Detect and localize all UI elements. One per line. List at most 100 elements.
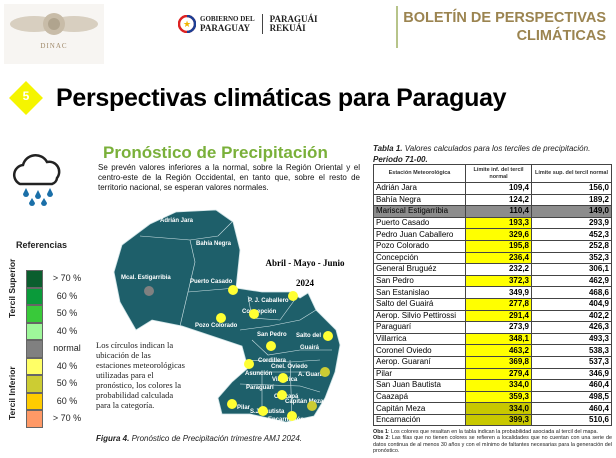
bulletin-title: BOLETÍN DE PERSPECTIVAS CLIMÁTICAS: [403, 10, 606, 44]
table-cell: 468,6: [531, 286, 612, 299]
tercile-table: Estación Meteorológica Límite inf. del te…: [373, 164, 612, 427]
map-label: Adrián Jara: [160, 218, 194, 224]
legend-swatch: [26, 410, 43, 428]
station-marker: [288, 291, 298, 301]
station-marker: [307, 401, 317, 411]
table-cell: 369,8: [465, 355, 532, 369]
page-title: Perspectivas climáticas para Paraguay: [56, 84, 507, 112]
map-label: Salto del: [296, 333, 321, 339]
table-row: Concepción 236,4 352,3: [373, 251, 612, 265]
table-cell: 493,3: [531, 332, 612, 346]
table-row: Villarrica 348,1 493,3: [373, 332, 612, 346]
table-row: Pilar 279,4 346,9: [373, 367, 612, 381]
table-cell: 236,4: [465, 251, 532, 265]
table-cell: Adrián Jara: [373, 182, 466, 195]
column-header: Límite inf. del tercil normal: [465, 164, 532, 183]
map-label: Paraguarí: [246, 385, 274, 391]
station-marker: [266, 341, 276, 351]
legend-label: 50 %: [56, 308, 78, 318]
table-row: Caazapá 359,3 498,5: [373, 390, 612, 404]
table-cell: 346,9: [531, 367, 612, 381]
table-row: San Pedro 372,3 462,9: [373, 274, 612, 288]
map-label: Pilar: [237, 405, 251, 411]
figure-caption: Figura 4. Pronóstico de Precipitación tr…: [96, 434, 303, 443]
table-cell: Coronel Oviedo: [373, 344, 466, 357]
table-cell: 452,3: [531, 228, 612, 241]
table-cell: 372,3: [465, 274, 532, 288]
table-cell: 348,1: [465, 332, 532, 346]
table-cell: 329,6: [465, 228, 532, 241]
table-cell: Concepción: [373, 251, 466, 265]
map-label: Pozo Colorado: [195, 323, 238, 329]
station-marker: [323, 331, 333, 341]
table-cell: San Estanislao: [373, 286, 466, 299]
station-marker: [258, 406, 268, 416]
table-cell: 291,4: [465, 309, 532, 323]
table-cell: 463,2: [465, 344, 532, 357]
map-label: Bahía Negra: [196, 241, 232, 247]
wings-emblem-icon: [10, 13, 98, 35]
table-cell: 232,2: [465, 263, 532, 276]
rain-cloud-icon: [13, 153, 61, 206]
table-cell: 252,8: [531, 239, 612, 253]
section-number: 5: [22, 89, 30, 103]
legend-label: 60 %: [56, 290, 78, 301]
table-cell: Puerto Casado: [373, 216, 466, 230]
table-cell: 189,2: [531, 193, 612, 207]
table-cell: 149,0: [531, 205, 612, 218]
map-label: Encarnación: [268, 417, 304, 423]
legend-label: > 70 %: [52, 413, 82, 423]
legend-title: Referencias: [16, 240, 68, 250]
table-row: Puerto Casado 193,3 293,9: [373, 216, 612, 230]
map-land: [113, 209, 341, 423]
table-cell: 537,3: [531, 355, 612, 369]
map-label: Cnel. Oviedo: [271, 364, 308, 370]
table-cell: Pozo Colorado: [373, 239, 466, 253]
table-cell: 510,6: [531, 413, 612, 427]
legend-swatch: [26, 340, 43, 358]
station-marker: [278, 373, 288, 383]
legend-label: normal: [53, 343, 81, 353]
dinac-logo-text: DINAC: [40, 42, 68, 50]
gob-line3: PARAGUÁI: [269, 14, 318, 24]
table-row: Pedro Juan Caballero 329,6 452,3: [373, 228, 612, 241]
map-label: Puerto Casado: [190, 279, 233, 285]
government-emblem-icon: ★: [178, 15, 196, 33]
station-marker: [227, 399, 237, 409]
station-marker: [144, 286, 154, 296]
table-cell: General Bruguéz: [373, 263, 466, 276]
table-cell: 110,4: [465, 205, 532, 218]
table-row: Mariscal Estigarribia 110,4 149,0: [373, 205, 612, 218]
department-borders: [139, 221, 332, 421]
gobierno-logo: ★ GOBIERNO DEL PARAGUAY PARAGUÁI REKUÁI: [178, 14, 318, 34]
station-marker: [244, 359, 254, 369]
table-cell: 273,9: [465, 321, 532, 334]
table-row: Aerop. Guaraní 369,8 537,3: [373, 355, 612, 369]
map-label: Capitán Meza: [285, 399, 324, 405]
forecast-title: Pronóstico de Precipitación: [103, 143, 328, 162]
table-cell: 462,9: [531, 274, 612, 288]
forecast-description: Se prevén valores inferiores a la normal…: [98, 163, 360, 192]
table-cell: San Pedro: [373, 274, 466, 288]
station-marker: [277, 390, 287, 400]
table-cell: 352,3: [531, 251, 612, 265]
legend-label: > 70 %: [52, 273, 82, 283]
table-cell: 538,3: [531, 344, 612, 357]
table-cell: 277,8: [465, 297, 532, 311]
table-cell: 156,0: [531, 182, 612, 195]
legend-upper-label: Tercil Superior: [7, 258, 17, 318]
legend-label: 50 %: [56, 378, 78, 388]
legend-label: 40 %: [56, 325, 78, 336]
legend-swatch: [26, 357, 43, 375]
table-cell: Pilar: [373, 367, 466, 381]
table-row: Coronel Oviedo 463,2 538,3: [373, 344, 612, 357]
table-row: Pozo Colorado 195,8 252,8: [373, 239, 612, 253]
table-cell: Villarrica: [373, 332, 466, 346]
legend-label: 40 %: [56, 360, 78, 371]
table-cell: 195,8: [465, 239, 532, 253]
legend-swatch: [26, 305, 43, 323]
table-cell: Encarnación: [373, 413, 466, 427]
table-cell: 349,9: [465, 286, 532, 299]
station-marker: [320, 367, 330, 377]
table-row: Aerop. Silvio Pettirossi 291,4 402,2: [373, 309, 612, 323]
